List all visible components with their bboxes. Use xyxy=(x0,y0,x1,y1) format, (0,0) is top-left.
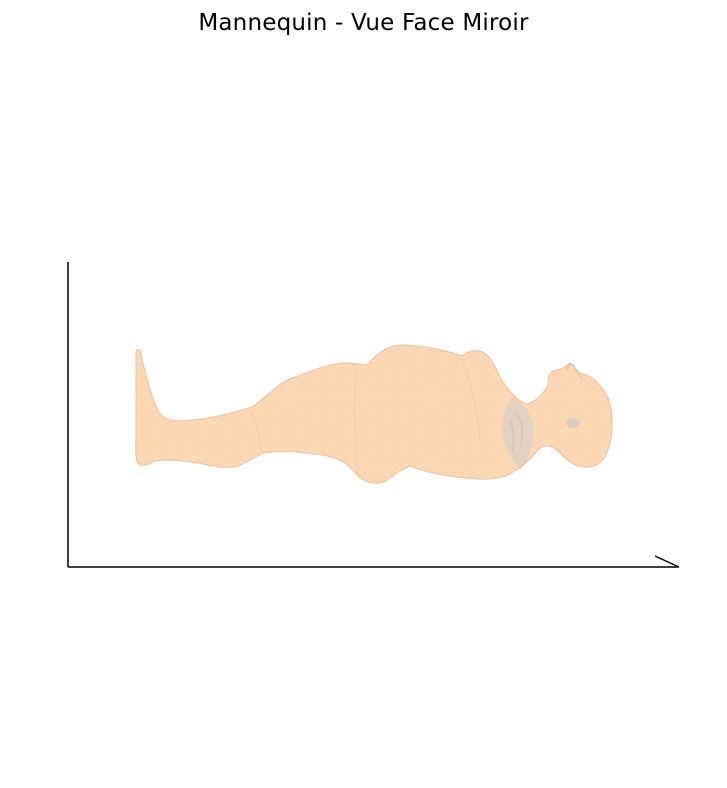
mannequin-contour-lines xyxy=(249,357,481,477)
mannequin-face-detail xyxy=(566,418,580,428)
mannequin-arm-detail xyxy=(509,411,523,453)
mannequin-mesh xyxy=(135,344,613,484)
y-axis-line xyxy=(654,555,680,568)
figure-title: Mannequin - Vue Face Miroir xyxy=(198,10,529,36)
mannequin-hair-tuft xyxy=(565,363,584,381)
mannequin-arm-shadow xyxy=(502,398,534,470)
axes-frame xyxy=(67,262,680,568)
mannequin-mesh-overlay xyxy=(135,344,612,484)
